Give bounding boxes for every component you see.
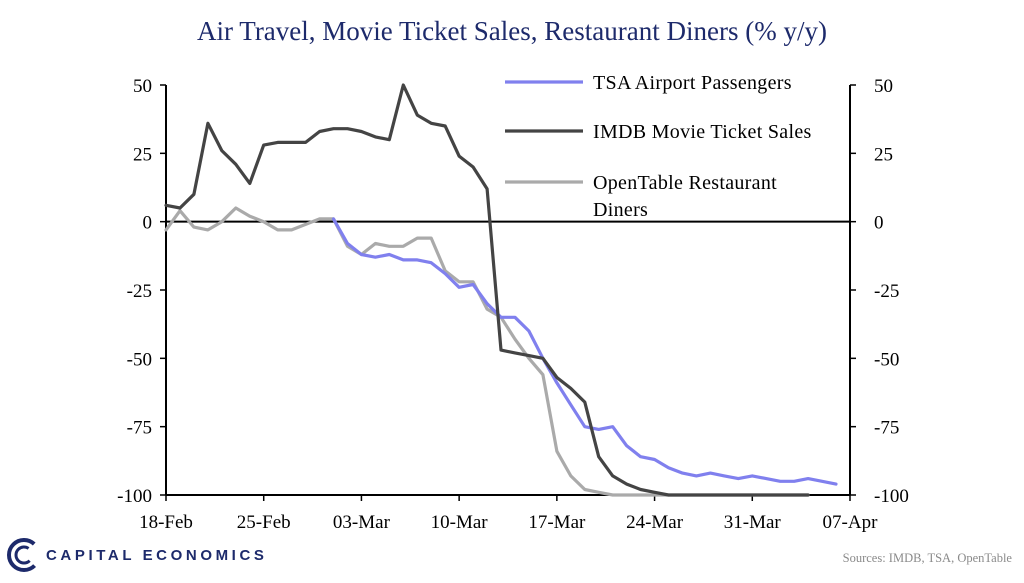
opentable-restaurant-diners-line	[164, 206, 810, 497]
y-tick-label-right: -25	[874, 281, 899, 302]
x-tick-label: 10-Mar	[431, 512, 489, 533]
y-tick-label-right: 25	[874, 144, 893, 165]
legend-opentable-label: Diners	[593, 199, 648, 221]
y-tick-label-right: -100	[874, 486, 909, 507]
x-tick-label: 24-Mar	[626, 512, 684, 533]
capital-economics-logo: CAPITAL ECONOMICS	[6, 537, 267, 573]
x-tick-label: 31-Mar	[724, 512, 782, 533]
y-tick-label-left: 50	[133, 76, 152, 97]
y-tick-label-left: -100	[117, 486, 152, 507]
y-tick-label-right: -75	[874, 418, 899, 439]
brand-name: CAPITAL ECONOMICS	[46, 546, 268, 564]
x-tick-label: 03-Mar	[333, 512, 391, 533]
sources-note: Sources: IMDB, TSA, OpenTable	[842, 551, 1012, 565]
legend-tsa-label: TSA Airport Passengers	[593, 72, 792, 94]
capital-economics-logo-icon	[6, 538, 41, 572]
y-tick-label-left: -50	[127, 349, 152, 370]
x-tick-label: 25-Feb	[237, 512, 291, 533]
y-tick-label-right: 0	[874, 213, 884, 234]
tsa-airport-passengers-line	[331, 217, 838, 486]
y-tick-label-right: 50	[874, 76, 893, 97]
y-tick-label-left: -75	[127, 418, 152, 439]
x-tick-label: 18-Feb	[139, 512, 193, 533]
y-tick-label-left: 0	[143, 213, 153, 234]
legend-imdb-label: IMDB Movie Ticket Sales	[593, 121, 812, 143]
legend-opentable-label: OpenTable Restaurant	[593, 172, 777, 194]
x-tick-label: 07-Apr	[823, 512, 879, 533]
x-tick-label: 17-Mar	[528, 512, 586, 533]
chart-title: Air Travel, Movie Ticket Sales, Restaura…	[197, 16, 827, 46]
y-tick-label-left: -25	[127, 281, 152, 302]
y-tick-label-left: 25	[133, 144, 152, 165]
imdb-movie-ticket-sales-line	[164, 83, 810, 497]
y-tick-label-right: -50	[874, 349, 899, 370]
